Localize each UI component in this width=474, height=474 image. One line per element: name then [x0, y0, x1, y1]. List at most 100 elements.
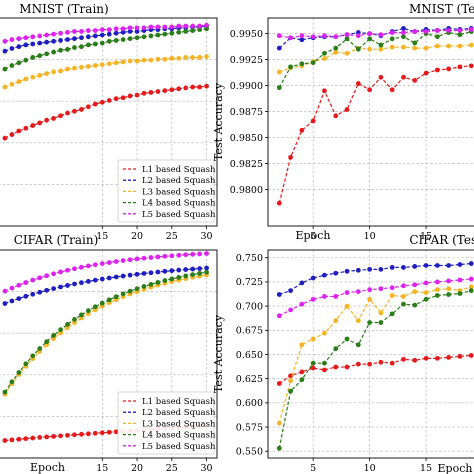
series-line-l3 — [4, 274, 207, 395]
data-point-l2 — [16, 296, 22, 302]
data-point-l3 — [423, 45, 429, 51]
series-line-l5 — [279, 278, 472, 317]
series-line-l3 — [278, 286, 472, 424]
data-point-l5 — [423, 280, 429, 286]
data-point-l1 — [85, 104, 91, 110]
data-point-l5 — [30, 277, 36, 283]
data-point-l5 — [176, 252, 182, 258]
data-point-l2 — [389, 265, 395, 270]
data-point-l1 — [423, 355, 429, 361]
x-tick-label: 10 — [364, 231, 376, 242]
data-point-l5 — [162, 24, 168, 30]
data-point-l4 — [148, 281, 154, 287]
data-point-l4 — [148, 33, 154, 39]
data-point-l5 — [333, 34, 339, 40]
data-point-l4 — [30, 353, 36, 359]
data-point-l4 — [51, 49, 57, 55]
data-point-l3 — [92, 63, 98, 68]
data-point-l3 — [457, 43, 463, 49]
data-point-l5 — [37, 275, 43, 281]
data-point-l5 — [106, 27, 112, 33]
y-tick-label: 0.750 — [236, 253, 263, 264]
data-point-l1 — [51, 116, 57, 121]
data-point-l2 — [44, 39, 50, 45]
data-point-l3 — [183, 55, 189, 60]
data-point-l3 — [65, 66, 70, 72]
legend-box — [117, 159, 215, 223]
x-tick-label: 15 — [96, 463, 108, 474]
data-point-l3 — [434, 287, 440, 293]
data-point-l1 — [299, 127, 305, 133]
data-point-l2 — [446, 263, 452, 268]
data-point-l2 — [30, 291, 36, 297]
data-point-l4 — [288, 388, 293, 394]
series-line-l5 — [4, 252, 207, 292]
data-point-l1 — [288, 154, 293, 160]
data-point-l5 — [92, 28, 98, 33]
data-point-l1 — [176, 86, 182, 92]
data-point-l5 — [16, 282, 22, 288]
data-point-l5 — [2, 288, 8, 294]
data-point-l5 — [79, 29, 84, 34]
y-tick-label: 0.575 — [236, 422, 263, 433]
data-point-l4 — [276, 85, 282, 91]
data-point-l5 — [197, 23, 203, 29]
data-point-l5 — [204, 251, 209, 256]
data-point-l4 — [389, 36, 395, 42]
x-tick-label: 10 — [364, 463, 376, 474]
series-line-l2 — [279, 262, 472, 296]
data-point-l3 — [141, 57, 147, 63]
title-mnist-train: MNIST (Train) — [19, 2, 108, 16]
data-point-l5 — [127, 25, 133, 31]
data-point-l3 — [446, 286, 452, 292]
data-point-l4 — [99, 40, 105, 46]
data-point-l3 — [155, 56, 161, 62]
data-point-l4 — [106, 297, 112, 303]
data-point-l3 — [148, 57, 154, 63]
y-tick-label: 0.9950 — [230, 29, 263, 40]
data-point-l5 — [412, 29, 418, 34]
plot-area — [276, 26, 474, 206]
data-point-l3 — [72, 65, 77, 71]
x-tick-label: 15 — [420, 463, 432, 474]
data-point-l5 — [310, 296, 316, 302]
data-point-l4 — [9, 379, 15, 385]
data-point-l1 — [92, 101, 98, 107]
data-point-l4 — [378, 320, 384, 325]
data-point-l2 — [457, 262, 463, 267]
data-point-l4 — [155, 280, 161, 285]
data-point-l4 — [65, 321, 70, 327]
data-point-l1 — [16, 128, 22, 134]
data-point-l5 — [9, 37, 15, 42]
legend-label-l5: L5 based Squash — [142, 442, 216, 452]
data-point-l4 — [276, 445, 282, 451]
data-point-l2 — [44, 287, 50, 293]
data-point-l2 — [322, 272, 327, 278]
data-point-l1 — [446, 66, 452, 72]
data-point-l5 — [176, 23, 182, 29]
series-line-l5 — [279, 28, 472, 39]
data-point-l5 — [468, 27, 474, 32]
data-point-l4 — [333, 45, 339, 51]
data-point-l3 — [169, 55, 175, 61]
data-point-l1 — [276, 200, 282, 206]
data-point-l2 — [99, 32, 105, 38]
data-point-l1 — [72, 108, 77, 114]
data-point-l4 — [99, 300, 105, 306]
data-point-l2 — [169, 268, 175, 274]
data-point-l2 — [2, 301, 8, 306]
data-point-l5 — [344, 32, 350, 38]
data-point-l2 — [190, 266, 196, 272]
data-point-l5 — [127, 257, 133, 263]
chart-panel-1: 5 10 15 0.9800 0.9825 0.9850 0.9875 0.9900 0.992… — [212, 17, 474, 242]
data-point-l4 — [37, 346, 43, 351]
data-point-l2 — [183, 267, 189, 272]
data-point-l2 — [127, 272, 133, 278]
series-line-l1 — [278, 354, 472, 385]
data-point-l3 — [468, 42, 474, 48]
data-point-l5 — [288, 35, 293, 41]
data-point-l5 — [16, 36, 22, 42]
data-point-l5 — [99, 261, 105, 266]
data-point-l1 — [389, 360, 395, 366]
